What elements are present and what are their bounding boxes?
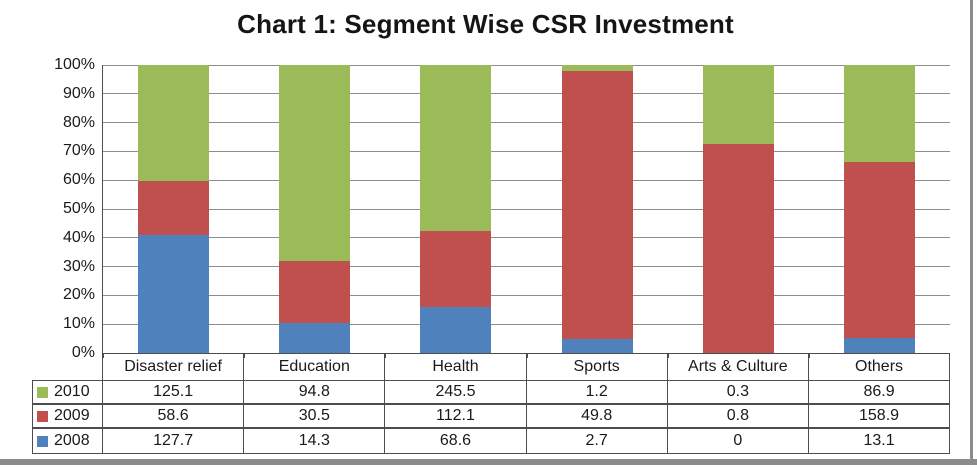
bar-segment-2008 [561, 338, 633, 353]
legend-label: 2010 [54, 383, 90, 400]
table-value-cell: 0.8 [667, 405, 809, 429]
frame-right-border [970, 0, 973, 465]
x-axis-tick [385, 353, 387, 358]
x-axis-tick [244, 353, 246, 358]
chart-title: Chart 1: Segment Wise CSR Investment [237, 9, 734, 39]
bar-segment-2009 [843, 161, 915, 339]
bar-segment-2008 [420, 306, 492, 353]
table-category-header: Others [808, 353, 951, 381]
legend-swatch-2008 [37, 435, 48, 447]
table-value-cell: 2.7 [526, 429, 668, 454]
bar-segment-2010 [138, 65, 210, 181]
table-value-cell: 1.2 [526, 381, 668, 405]
table-value-cell: 58.6 [103, 405, 245, 429]
legend-swatch-2009 [37, 410, 48, 422]
stacked-bar-disaster-relief [138, 65, 210, 353]
data-table: Disaster relief Education Health Sports Arts… [32, 353, 951, 454]
table-value-cell: 94.8 [244, 381, 386, 405]
grid-line [103, 323, 950, 325]
y-axis-tick-label: 0% [71, 344, 95, 361]
table-category-header: Disaster relief [103, 353, 245, 381]
plot-area [102, 64, 950, 358]
bar-segment-2009 [702, 143, 774, 353]
frame-bottom-border [0, 459, 977, 465]
table-value-cell: 112.1 [385, 405, 527, 429]
table-value-cell: 127.7 [103, 429, 245, 454]
bar-segment-2008 [843, 338, 915, 353]
grid-line [103, 294, 950, 296]
x-axis-tick [526, 353, 528, 358]
table-value-cell: 86.9 [808, 381, 951, 405]
bar-segment-2010 [843, 65, 915, 162]
bar-segment-2010 [420, 65, 492, 231]
bar-segment-2009 [561, 71, 633, 339]
y-axis-tick-label: 20% [62, 286, 95, 304]
y-axis-tick-label: 80% [62, 113, 95, 131]
bar-segment-2009 [420, 230, 492, 307]
table-category-header: Sports [526, 353, 668, 381]
bar-segment-2008 [279, 323, 351, 353]
table-corner-cell [32, 353, 103, 381]
stacked-bar-arts-culture [702, 65, 774, 353]
x-axis-tick [667, 353, 669, 358]
table-category-header: Arts & Culture [667, 353, 809, 381]
grid-line [103, 93, 950, 95]
y-axis-tick-label: 40% [62, 228, 95, 246]
y-axis-tick-label: 30% [62, 257, 95, 275]
legend-key-2010: 2010 [32, 381, 103, 405]
table-value-cell: 158.9 [808, 405, 951, 429]
legend-label: 2009 [54, 407, 90, 424]
table-value-cell: 0 [667, 429, 809, 454]
bar-segment-2010 [279, 65, 351, 261]
y-axis-tick-label: 50% [62, 200, 95, 217]
bar-segment-2008 [138, 234, 210, 353]
grid-line [103, 208, 950, 210]
table-value-cell: 125.1 [103, 381, 245, 405]
legend-key-2009: 2009 [32, 405, 103, 429]
y-axis-tick-label: 70% [62, 142, 95, 160]
stacked-bar-education [279, 65, 351, 353]
y-axis-tick-label: 90% [62, 84, 95, 102]
table-value-cell: 13.1 [808, 429, 951, 454]
x-axis-tick [103, 353, 104, 358]
table-value-cell: 68.6 [385, 429, 527, 454]
stacked-bar-health [420, 65, 492, 353]
bar-segment-2009 [138, 180, 210, 235]
table-value-cell: 14.3 [244, 429, 386, 454]
legend-swatch-2010 [37, 386, 48, 398]
grid-line [103, 122, 950, 124]
y-axis-tick-label: 60% [62, 171, 95, 189]
y-axis-tick-label: 100% [54, 56, 95, 73]
grid-line [103, 179, 950, 181]
stacked-bar-others [843, 65, 915, 353]
table-value-cell: 245.5 [385, 381, 527, 405]
table-category-header: Education [244, 353, 386, 381]
y-axis-tick-label: 10% [62, 315, 95, 333]
table-value-cell: 49.8 [526, 405, 668, 429]
table-value-cell: 0.3 [667, 381, 809, 405]
grid-line [103, 266, 950, 268]
table-value-cell: 30.5 [244, 405, 386, 429]
table-category-header: Health [385, 353, 527, 381]
legend-key-2008: 2008 [32, 429, 103, 454]
grid-line [103, 150, 950, 152]
grid-line [103, 64, 950, 66]
stacked-bar-sports [561, 65, 633, 353]
bar-segment-2009 [279, 260, 351, 324]
legend-label: 2008 [54, 432, 90, 449]
x-axis-tick [808, 353, 810, 358]
bar-segment-2010 [702, 65, 774, 144]
bar-segment-2010 [561, 65, 633, 72]
grid-line [103, 237, 950, 239]
